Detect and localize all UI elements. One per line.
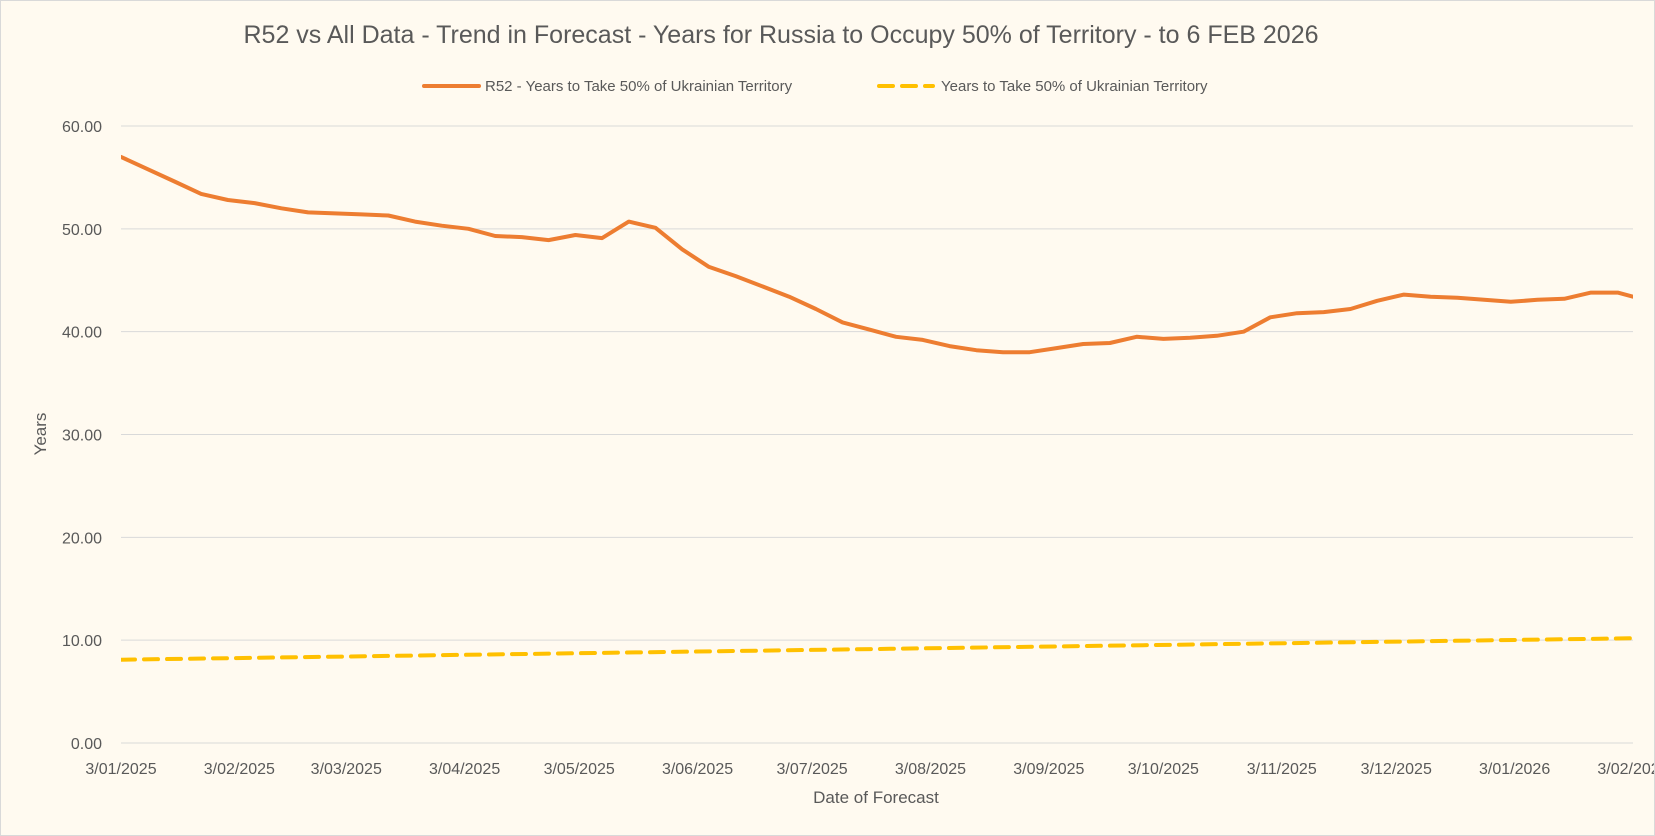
x-tick-label: 3/12/2025 <box>1361 761 1432 778</box>
x-tick-label: 3/01/2026 <box>1479 761 1550 778</box>
series-line-all-data[interactable] <box>121 636 1645 662</box>
y-axis-ticks: 0.00 10.00 20.00 30.00 40.00 50.00 60.00 <box>62 119 102 753</box>
legend-label-r52: R52 - Years to Take 50% of Ukrainian Ter… <box>485 78 793 95</box>
x-axis-ticks: 3/01/2025 3/02/2025 3/03/2025 3/04/2025 3/05… <box>85 761 1654 778</box>
x-tick-label: 3/11/2025 <box>1247 761 1317 778</box>
x-tick-label: 3/07/2025 <box>776 761 847 778</box>
y-tick-label: 10.00 <box>62 633 102 650</box>
x-tick-label: 3/01/2025 <box>85 761 156 778</box>
x-tick-label: 3/10/2025 <box>1128 761 1199 778</box>
x-axis-label: Date of Forecast <box>813 788 939 807</box>
x-tick-label: 3/08/2025 <box>895 761 966 778</box>
legend-entry-r52[interactable]: R52 - Years to Take 50% of Ukrainian Ter… <box>422 78 793 95</box>
x-tick-label: 3/02/2026 <box>1597 761 1654 778</box>
x-tick-label: 3/05/2025 <box>544 761 615 778</box>
y-tick-label: 20.00 <box>62 530 102 547</box>
legend-label-all-data: Years to Take 50% of Ukrainian Territory <box>941 78 1208 95</box>
legend: R52 - Years to Take 50% of Ukrainian Ter… <box>422 78 1208 95</box>
y-tick-label: 30.00 <box>62 428 102 445</box>
data-series <box>121 154 1645 662</box>
x-tick-label: 3/04/2025 <box>429 761 500 778</box>
gridlines <box>121 125 1633 744</box>
x-tick-label: 3/09/2025 <box>1013 761 1084 778</box>
series-line-r52[interactable] <box>121 154 1645 355</box>
y-tick-label: 60.00 <box>62 119 102 136</box>
x-tick-label: 3/03/2025 <box>311 761 382 778</box>
y-tick-label: 0.00 <box>71 736 102 753</box>
y-tick-label: 50.00 <box>62 222 102 239</box>
chart-title: R52 vs All Data - Trend in Forecast - Ye… <box>243 21 1318 49</box>
x-tick-label: 3/06/2025 <box>662 761 733 778</box>
y-tick-label: 40.00 <box>62 325 102 342</box>
x-tick-label: 3/02/2025 <box>204 761 275 778</box>
legend-entry-all-data[interactable]: Years to Take 50% of Ukrainian Territory <box>877 78 1208 95</box>
y-axis-label: Years <box>31 413 50 456</box>
